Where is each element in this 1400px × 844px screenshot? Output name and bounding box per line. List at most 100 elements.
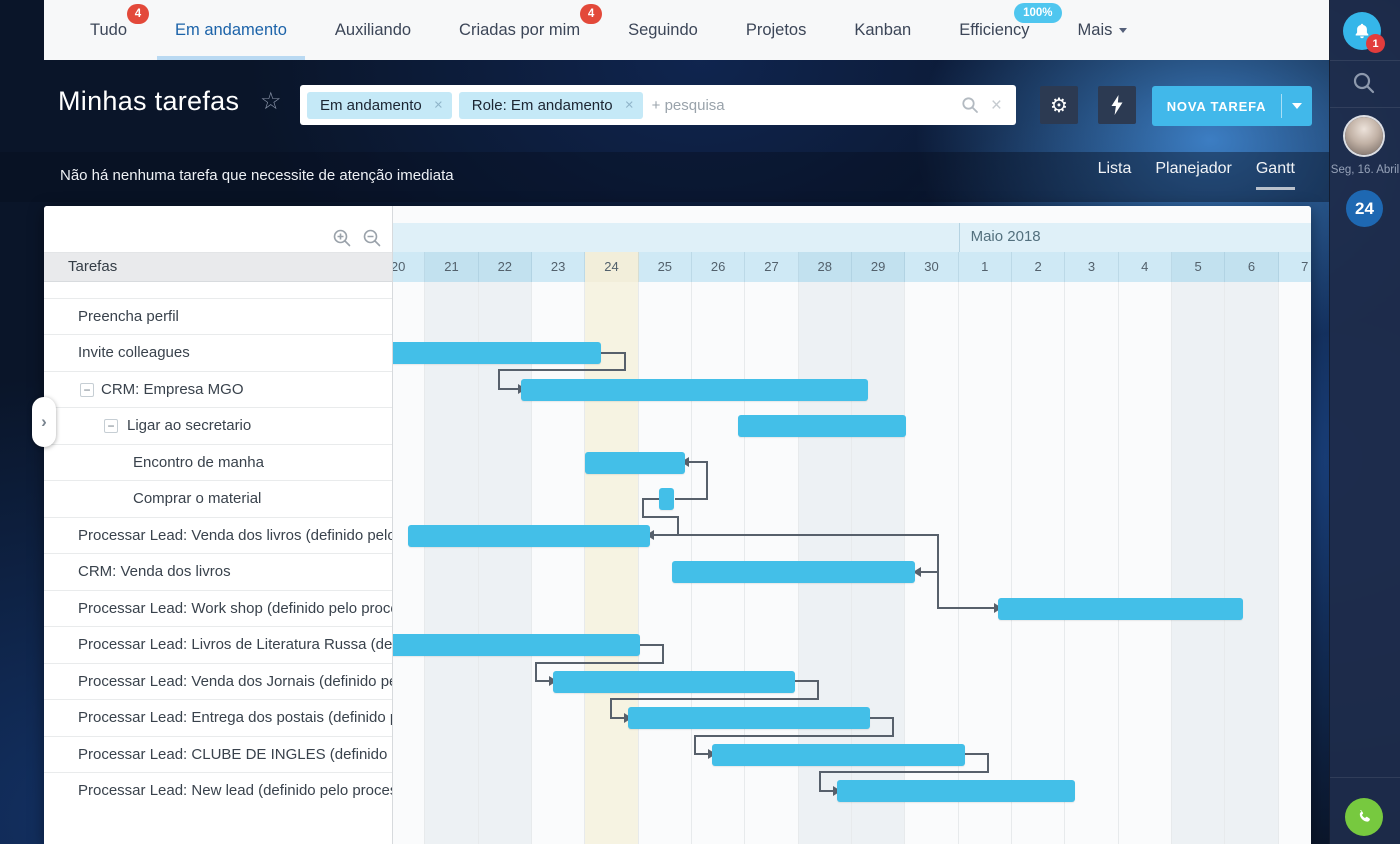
nav-tab-label: Criadas por mim	[459, 20, 581, 39]
clear-filter-icon[interactable]: ×	[990, 94, 1002, 116]
gantt-bar[interactable]	[392, 342, 601, 364]
day-header-1-mai: 1	[958, 252, 1012, 282]
nav-tab-projetos[interactable]: Projetos	[722, 0, 831, 60]
day-column-21-abr	[425, 282, 479, 844]
nav-tab-kanban[interactable]: Kanban	[830, 0, 935, 60]
task-row[interactable]: Invite colleagues	[44, 334, 392, 371]
nav-tab-efficiency[interactable]: Efficiency 100%	[935, 0, 1062, 60]
list-chart-divider[interactable]	[392, 206, 393, 844]
task-row[interactable]: − CRM: Empresa MGO	[44, 370, 392, 408]
zoom-out-icon[interactable]	[362, 228, 382, 248]
task-row[interactable]: Preencha perfil	[44, 297, 392, 335]
button-divider	[1281, 94, 1282, 118]
chevron-down-icon	[1119, 27, 1128, 33]
gantt-bar[interactable]	[837, 780, 1075, 802]
top-navigation: Tudo 4 Em andamento Auxiliando Criadas por m…	[44, 0, 1330, 60]
nav-tab-criadas-por-mim[interactable]: Criadas por mim 4	[435, 0, 604, 60]
task-row[interactable]: Processar Lead: Venda dos Jornais (defin…	[44, 662, 392, 700]
day-header-7-mai: 7	[1278, 252, 1311, 282]
nav-tab-label: Projetos	[745, 20, 807, 39]
day-header-27-abr: 27	[745, 252, 799, 282]
nav-tab-label: Seguindo	[628, 20, 698, 39]
nav-tab-mais[interactable]: Mais	[1054, 0, 1152, 60]
task-row[interactable]: Processar Lead: Livros de Literatura Rus…	[44, 626, 392, 663]
new-task-dropdown[interactable]	[1282, 103, 1312, 109]
day-header-21-abr: 21	[425, 252, 479, 282]
task-label: Processar Lead: CLUBE DE INGLES (definid…	[78, 745, 392, 763]
view-tab-gantt[interactable]: Gantt	[1255, 160, 1296, 190]
gantt-zoom-controls	[332, 228, 382, 248]
remove-chip-icon[interactable]: ×	[624, 96, 634, 114]
phone-button[interactable]	[1345, 798, 1383, 836]
nav-tab-auxiliando[interactable]: Auxiliando	[311, 0, 435, 60]
nav-tab-label: Efficiency	[959, 20, 1030, 39]
zoom-in-icon[interactable]	[332, 228, 352, 248]
day-column-22-abr	[478, 282, 532, 844]
task-row[interactable]: Encontro de manha	[44, 443, 392, 481]
task-row[interactable]: Processar Lead: Venda dos livros (defini…	[44, 516, 392, 554]
automation-button[interactable]	[1098, 86, 1136, 124]
task-row[interactable]: CRM: Venda dos livros	[44, 553, 392, 590]
nav-tab-seguindo[interactable]: Seguindo	[604, 0, 722, 60]
task-label: CRM: Venda dos livros	[78, 563, 231, 580]
task-label: Processar Lead: Venda dos livros (defini…	[78, 526, 392, 544]
day-header-3-mai: 3	[1065, 252, 1119, 282]
filter-bar[interactable]: Em andamento × Role: Em andamento × ×	[300, 85, 1016, 125]
task-row[interactable]: Processar Lead: New lead (definido pelo …	[44, 772, 392, 809]
day-column-6-mai	[1225, 282, 1279, 844]
day-column-1-mai	[959, 282, 1012, 844]
gantt-bar[interactable]	[553, 670, 795, 693]
task-label: Comprar o material	[133, 490, 262, 507]
collapse-toggle[interactable]: −	[104, 419, 118, 433]
notifications-button[interactable]	[1343, 12, 1381, 50]
day-header-29-abr: 29	[851, 252, 906, 282]
nav-tab-tudo[interactable]: Tudo 4	[66, 0, 151, 60]
nav-tab-label: Tudo	[90, 20, 127, 39]
favorite-star-icon[interactable]: ☆	[260, 88, 282, 115]
task-row[interactable]: Comprar o material	[44, 480, 392, 517]
day-header-26-abr: 26	[691, 252, 746, 282]
gantt-bar[interactable]	[392, 634, 640, 656]
page-title: Minhas tarefas	[58, 86, 240, 116]
collapse-toggle[interactable]: −	[80, 382, 94, 397]
bitrix24-logo[interactable]: 24	[1346, 190, 1383, 227]
view-tab-planejador[interactable]: Planejador	[1155, 160, 1232, 177]
chevron-down-icon	[1292, 103, 1302, 109]
lightning-bolt-icon	[1109, 95, 1125, 115]
task-label: Encontro de manha	[133, 453, 264, 471]
gantt-bar[interactable]	[998, 597, 1243, 620]
left-panel-expand-handle[interactable]: ›	[32, 397, 56, 447]
gantt-bar[interactable]	[521, 378, 868, 401]
task-row[interactable]: Processar Lead: CLUBE DE INGLES (definid…	[44, 735, 392, 773]
new-task-button[interactable]: NOVA TAREFA	[1152, 86, 1312, 126]
user-avatar[interactable]	[1345, 117, 1383, 155]
gantt-bar[interactable]	[585, 451, 685, 474]
task-row[interactable]: − Ligar ao secretario	[44, 407, 392, 444]
day-header-4-mai: 4	[1118, 252, 1172, 282]
month-boundary-line	[958, 223, 960, 252]
day-header-30-abr: 30	[905, 252, 959, 282]
day-header-20-abr: 20	[392, 252, 426, 282]
filter-chip[interactable]: Em andamento ×	[307, 91, 452, 119]
remove-chip-icon[interactable]: ×	[433, 96, 443, 114]
task-label: Processar Lead: Livros de Literatura Rus…	[78, 636, 392, 653]
task-row[interactable]: Processar Lead: Entrega dos postais (def…	[44, 699, 392, 736]
gantt-bar[interactable]	[408, 524, 650, 547]
filter-chip[interactable]: Role: Em andamento ×	[458, 91, 643, 119]
nav-tab-em-andamento[interactable]: Em andamento	[151, 0, 311, 60]
task-row[interactable]: Processar Lead: Work shop (definido pelo…	[44, 589, 392, 627]
gantt-panel: Tarefas Preencha perfil Invite colleagues…	[44, 206, 1311, 844]
gantt-bar[interactable]	[659, 488, 674, 510]
search-input[interactable]	[649, 95, 961, 115]
nav-tab-label: Em andamento	[175, 20, 287, 39]
filter-settings-button[interactable]: ⚙	[1040, 86, 1078, 124]
gantt-bar[interactable]	[628, 707, 870, 729]
gantt-bar[interactable]	[738, 415, 906, 437]
gantt-bar[interactable]	[672, 561, 915, 583]
phone-icon	[1355, 808, 1373, 826]
sidebar-search-button[interactable]	[1351, 70, 1377, 96]
view-tab-lista[interactable]: Lista	[1097, 160, 1132, 177]
search-icon[interactable]	[961, 96, 979, 114]
task-list-pane: Tarefas Preencha perfil Invite colleagues…	[44, 206, 392, 844]
gantt-bar[interactable]	[712, 743, 965, 766]
